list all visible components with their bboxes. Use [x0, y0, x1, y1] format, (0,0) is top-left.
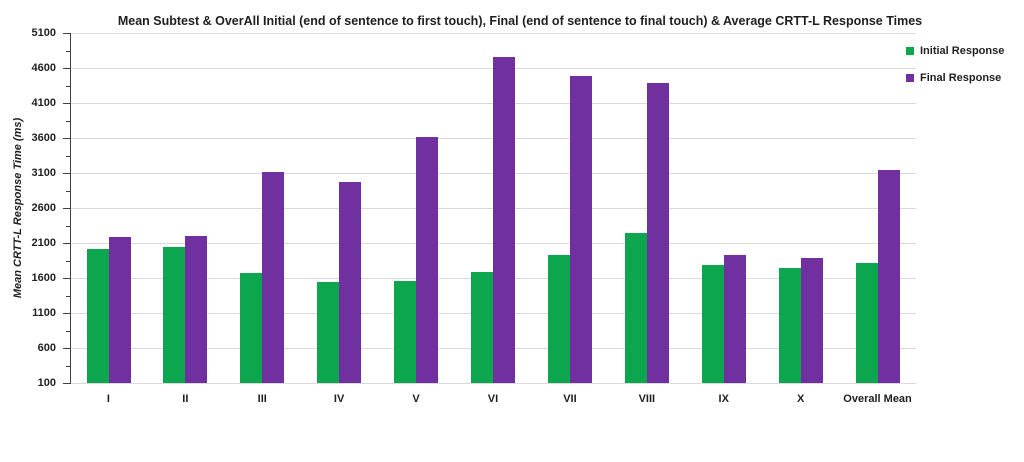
y-axis-line — [70, 33, 71, 384]
y-tick-label: 5100 — [31, 26, 56, 39]
chart-title: Mean Subtest & OverAll Initial (end of s… — [117, 14, 923, 28]
legend-item: Initial Response — [906, 44, 1004, 58]
bar-initial-response — [240, 273, 263, 383]
y-major-tick — [63, 243, 70, 244]
x-tick-label: IV — [333, 393, 345, 405]
y-minor-tick — [66, 85, 70, 87]
x-tick-label: VII — [563, 393, 577, 405]
y-tick-label: 2100 — [31, 236, 56, 249]
x-tick-label: IX — [718, 393, 729, 405]
legend-label: Final Response — [920, 72, 1002, 84]
bar-final-response — [877, 169, 900, 383]
y-major-tick — [63, 138, 70, 139]
y-minor-tick — [66, 225, 70, 227]
y-tick-label: 4100 — [31, 96, 56, 109]
bar-initial-response — [855, 262, 878, 383]
bar-final-response — [339, 182, 362, 383]
bar-initial-response — [163, 247, 186, 383]
bar-final-response — [185, 236, 208, 383]
bar-initial-response — [471, 271, 493, 383]
x-tick-label: Overall Mean — [843, 393, 912, 405]
bar-final-response — [569, 75, 592, 383]
y-tick-label: 3100 — [31, 166, 56, 179]
y-major-tick — [63, 348, 70, 349]
bar-final-response — [262, 171, 285, 383]
bar-final-response — [493, 56, 515, 383]
bar-initial-response — [778, 268, 801, 383]
y-tick-label: 600 — [37, 341, 56, 354]
y-major-tick — [63, 208, 70, 209]
bar-initial-response — [547, 254, 570, 383]
y-minor-tick — [66, 330, 70, 332]
y-minor-tick — [66, 155, 70, 157]
bar-final-response — [416, 137, 439, 383]
y-tick-label: 2600 — [31, 201, 56, 214]
bar-initial-response — [394, 280, 417, 383]
y-major-tick — [63, 103, 70, 104]
x-tick-label: VIII — [638, 393, 656, 405]
y-minor-tick — [66, 50, 70, 52]
y-tick-label: 4600 — [31, 61, 56, 74]
legend-label: Initial Response — [920, 45, 1005, 57]
x-tick-label: II — [182, 393, 189, 405]
gridline — [70, 33, 916, 34]
y-tick-label: 100 — [37, 376, 56, 389]
y-major-tick — [63, 33, 70, 34]
legend-marker-icon — [906, 47, 914, 55]
y-minor-tick — [66, 190, 70, 192]
y-major-tick — [63, 383, 70, 384]
bar-initial-response — [701, 265, 724, 383]
x-tick-label: III — [257, 393, 267, 405]
bar-final-response — [800, 257, 823, 383]
x-tick-label: V — [412, 393, 420, 405]
bar-final-response — [723, 254, 746, 383]
bar-final-response — [646, 82, 669, 383]
y-major-tick — [63, 68, 70, 69]
x-tick-label: VI — [487, 393, 499, 405]
legend-item: Final Response — [906, 71, 1004, 85]
y-tick-label: 3600 — [31, 131, 56, 144]
gridline — [70, 383, 916, 384]
y-major-tick — [63, 278, 70, 279]
legend-marker-icon — [906, 74, 914, 82]
bar-initial-response — [624, 233, 647, 383]
y-minor-tick — [66, 365, 70, 367]
y-minor-tick — [66, 260, 70, 262]
legend: Initial Response Final Response — [906, 44, 1004, 98]
bar-initial-response — [86, 249, 109, 383]
y-major-tick — [63, 313, 70, 314]
x-tick-label: I — [106, 393, 110, 405]
x-tick-label: X — [796, 393, 805, 405]
y-minor-tick — [66, 295, 70, 297]
bar-initial-response — [317, 281, 340, 383]
y-major-tick — [63, 173, 70, 174]
bar-final-response — [108, 237, 131, 383]
y-tick-label: 1600 — [31, 271, 56, 284]
y-minor-tick — [66, 120, 70, 122]
y-tick-label: 1100 — [32, 306, 56, 319]
